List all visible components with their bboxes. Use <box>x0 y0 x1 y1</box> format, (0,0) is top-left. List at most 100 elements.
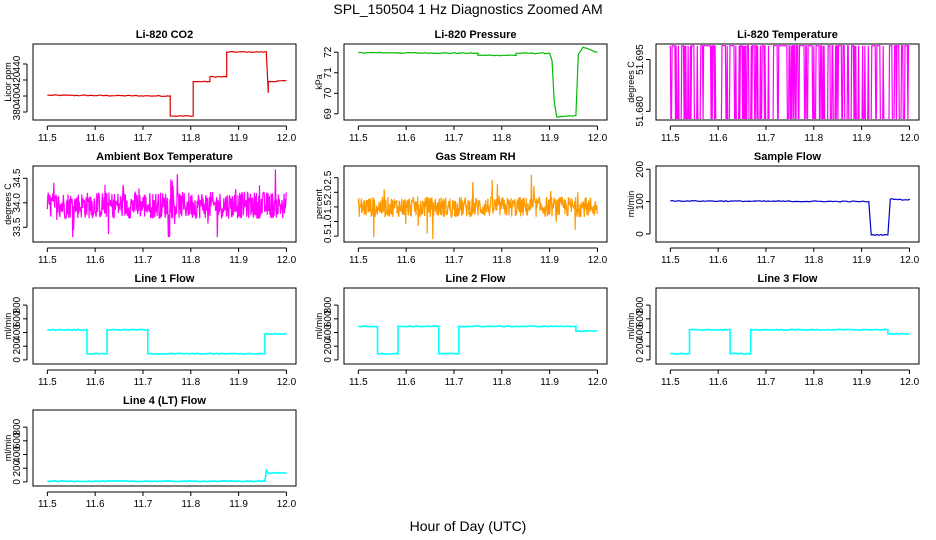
x-tick-label: 12.0 <box>588 255 608 266</box>
panel-title: Sample Flow <box>754 151 822 163</box>
plot-frame <box>343 43 608 121</box>
y-tick-label: 400 <box>635 324 646 341</box>
y-axis-label: ml/min <box>626 313 636 340</box>
y-axis-label: percent <box>314 188 324 219</box>
y-tick-label: 2.5 <box>323 170 334 184</box>
x-tick-label: 11.8 <box>804 133 823 144</box>
plot-frame <box>32 165 297 243</box>
series-group <box>670 198 910 236</box>
x-tick-label: 11.5 <box>349 133 368 144</box>
y-tick-label: 440 <box>12 55 23 72</box>
panel: Line 2 Flow 11.5 11.6 11.7 11.8 11.9 12.0 0 2004… <box>314 273 608 388</box>
series-line <box>47 328 287 356</box>
series-line <box>670 328 910 356</box>
y-tick-label: 380 <box>12 103 23 120</box>
series-group <box>358 324 598 356</box>
x-tick-label: 12.0 <box>277 255 297 266</box>
plot-frame <box>32 43 297 121</box>
series-line <box>357 174 598 240</box>
x-tick-label: 12.0 <box>277 133 297 144</box>
panel: Sample Flow 11.5 11.6 11.7 11.8 11.9 12.0 0 100 2… <box>626 151 920 266</box>
x-tick-label: 11.8 <box>181 255 200 266</box>
y-tick-label: 800 <box>12 418 23 435</box>
y-tick-label: 800 <box>323 296 334 313</box>
x-tick-label: 11.9 <box>540 255 559 266</box>
y-tick-label: 0 <box>635 357 646 363</box>
y-tick-label: 69 <box>323 108 334 120</box>
x-tick-label: 11.8 <box>492 133 511 144</box>
y-axis-label: Licor ppm <box>3 62 13 102</box>
x-tick-label: 11.5 <box>349 377 368 388</box>
x-tick-label: 11.7 <box>134 133 153 144</box>
x-tick-label: 11.7 <box>445 377 464 388</box>
x-tick-label: 12.0 <box>277 499 297 510</box>
y-tick-label: 600 <box>323 310 334 327</box>
x-tick-label: 11.6 <box>709 255 728 266</box>
panel-title: Li-820 CO2 <box>136 29 193 41</box>
x-tick-label: 11.8 <box>181 377 200 388</box>
panel-title: Ambient Box Temperature <box>96 151 233 163</box>
y-axis-label: degrees C <box>626 61 636 103</box>
y-axis-label: ml/min <box>626 191 636 218</box>
y-tick-label: 71 <box>323 67 334 79</box>
y-tick-label: 100 <box>635 193 646 210</box>
x-tick-label: 12.0 <box>900 133 920 144</box>
plot-frame <box>32 409 297 487</box>
series-group <box>357 174 598 240</box>
x-tick-label: 11.8 <box>804 255 823 266</box>
y-tick-label: 200 <box>635 337 646 354</box>
x-tick-label: 11.7 <box>134 255 153 266</box>
series-group <box>670 328 910 356</box>
y-axis-label: degrees C <box>3 183 13 225</box>
series-line <box>47 50 287 118</box>
x-tick-label: 11.6 <box>86 499 105 510</box>
plot-frame <box>655 165 920 243</box>
x-tick-label: 11.7 <box>445 255 464 266</box>
panel: Ambient Box Temperature 11.5 11.6 11.7 11.8 1… <box>3 151 297 266</box>
y-tick-label: 51.680 <box>635 96 646 127</box>
series-group <box>46 169 287 238</box>
y-tick-label: 0 <box>323 357 334 363</box>
y-axis-label: ml/min <box>3 313 13 340</box>
plot-frame <box>655 287 920 365</box>
x-tick-label: 12.0 <box>588 377 608 388</box>
y-tick-label: 420 <box>12 71 23 88</box>
y-tick-label: 600 <box>12 310 23 327</box>
series-group <box>358 46 598 118</box>
series-line <box>669 45 910 119</box>
panel-title: Line 3 Flow <box>758 273 818 285</box>
x-tick-label: 11.5 <box>38 377 57 388</box>
y-tick-label: 34.5 <box>12 168 23 188</box>
x-tick-label: 11.9 <box>852 377 871 388</box>
y-tick-label: 400 <box>323 324 334 341</box>
y-tick-label: 600 <box>635 310 646 327</box>
panel: Gas Stream RH 11.5 11.6 11.7 11.8 11.9 12.0 0.5… <box>314 151 608 266</box>
x-tick-label: 11.5 <box>661 255 680 266</box>
y-axis-label: ml/min <box>3 435 13 462</box>
panel-title: Line 1 Flow <box>135 273 195 285</box>
y-tick-label: 70 <box>323 87 334 99</box>
y-tick-label: 600 <box>12 432 23 449</box>
plot-frame <box>655 43 920 121</box>
x-tick-label: 11.7 <box>757 255 776 266</box>
x-tick-label: 12.0 <box>277 377 297 388</box>
series-line <box>358 324 598 356</box>
x-tick-label: 12.0 <box>588 133 608 144</box>
x-tick-label: 11.7 <box>757 133 776 144</box>
panel: Line 3 Flow 11.5 11.6 11.7 11.8 11.9 12.0 0 2004… <box>626 273 920 388</box>
x-tick-label: 11.6 <box>397 133 416 144</box>
y-tick-label: 34.0 <box>12 193 23 213</box>
y-tick-label: 200 <box>323 337 334 354</box>
series-group <box>47 328 287 356</box>
y-tick-label: 200 <box>635 160 646 177</box>
y-tick-label: 0.5 <box>323 229 334 243</box>
series-line <box>670 198 910 236</box>
x-tick-label: 11.6 <box>86 133 105 144</box>
panel-title: Gas Stream RH <box>435 151 515 163</box>
x-tick-label: 11.9 <box>852 133 871 144</box>
y-tick-label: 400 <box>12 446 23 463</box>
figure-title: SPL_150504 1 Hz Diagnostics Zoomed AM <box>333 1 602 17</box>
x-tick-label: 11.6 <box>86 377 105 388</box>
y-tick-label: 800 <box>635 296 646 313</box>
